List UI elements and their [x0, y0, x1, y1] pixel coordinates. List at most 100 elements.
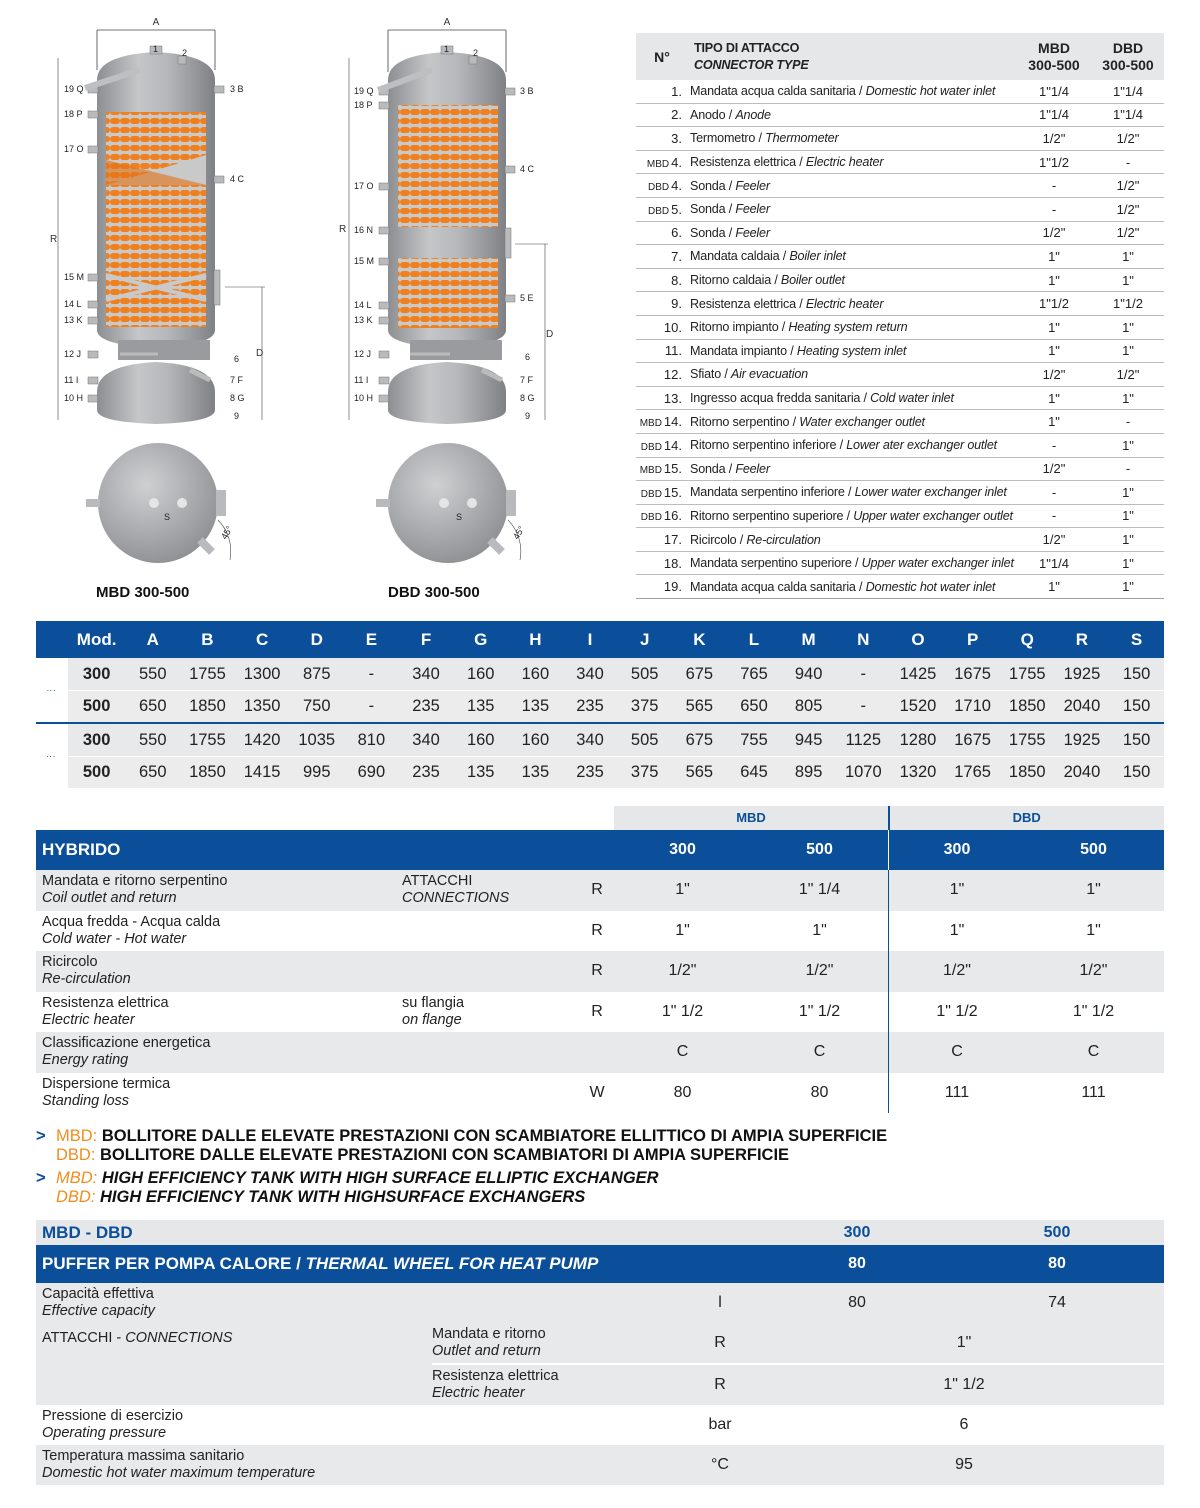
- dimensions-value: 1320: [899, 763, 937, 781]
- connector-index: 7.: [671, 248, 682, 264]
- connector-dbd-value: 1": [1122, 390, 1134, 406]
- dimensions-value: 1420: [243, 730, 281, 749]
- label-it: Dispersione termica: [42, 1075, 171, 1092]
- connector-dbd-value: 1": [1122, 555, 1134, 571]
- label-it: ATTACCHI -: [42, 1330, 126, 1346]
- connector-row: 8. Ritorno caldaia / Boiler outlet 1" 1": [636, 268, 1164, 293]
- label-en: CONNECTIONS: [125, 1330, 233, 1346]
- dimensions-value: 1850: [1008, 763, 1046, 781]
- connector-mbd-value: -: [1051, 178, 1057, 194]
- connector-mbd-value: 1": [1048, 248, 1060, 264]
- connector-description: Ingresso acqua fredda sanitaria / Cold w…: [686, 391, 1016, 405]
- dimensions-value: -: [368, 697, 375, 715]
- dimensions-col-header: D: [310, 629, 323, 649]
- dimensions-row: 300 550 1755 1300 875 - 340 160 160 340 505 675 765 9…: [36, 658, 1164, 690]
- note-text: HIGH EFFICIENCY TANK WITH HIGH SURFACE E…: [97, 1169, 659, 1187]
- dimensions-row: 300 550 1755 1420 1035 810 340 160 160 340 505 675 7…: [36, 724, 1164, 756]
- mbd-dim-s: S: [164, 512, 170, 522]
- connector-index: 9.: [671, 296, 682, 312]
- dimensions-row: 500 650 1850 1350 750 - 235 135 135 235 375 565 650 8…: [36, 690, 1164, 722]
- connector-desc-sep: /: [795, 155, 806, 170]
- note-en-dbd: DBD: HIGH EFFICIENCY TANK WITH HIGHSURFA…: [36, 1188, 659, 1207]
- hybrido-title: HYBRIDO: [42, 840, 121, 859]
- mbd-dim-d: D: [256, 348, 263, 359]
- connector-dbd-value: -: [1125, 414, 1131, 430]
- connector-desc-en: Electric heater: [805, 296, 884, 311]
- dimensions-model: 500: [82, 697, 111, 715]
- hybrido-value: C: [813, 1043, 826, 1061]
- connector-description: Mandata acqua calda sanitaria / Domestic…: [686, 84, 1016, 98]
- dimensions-value: 1765: [954, 763, 991, 781]
- connector-desc-en: Thermometer: [765, 131, 839, 146]
- connector-index: 4.: [671, 178, 682, 194]
- connector-desc-sep: /: [786, 343, 797, 358]
- connector-mbd-value: 1"1/2: [1039, 154, 1069, 170]
- dbd-label-right: 4 C: [520, 164, 535, 174]
- connector-mbd-value: 1"1/4: [1039, 83, 1069, 99]
- unit: R: [714, 1376, 726, 1393]
- notes-english: > MBD: HIGH EFFICIENCY TANK WITH HIGH SUR…: [36, 1169, 659, 1207]
- dbd-label-left: 17 O: [354, 181, 374, 191]
- hybrido-row: Resistenza elettrica Electric heater su fl…: [36, 991, 1164, 1032]
- connector-model-prefix: DBD: [648, 182, 670, 194]
- connector-number: 6.: [636, 225, 686, 240]
- col-mbd: MBD 300-500: [1016, 40, 1092, 74]
- dbd-dim-d: D: [546, 329, 553, 340]
- connector-model-prefix: DBD: [648, 205, 670, 217]
- connector-mbd-value: -: [1051, 484, 1057, 500]
- dimensions-value: 150: [1122, 730, 1151, 749]
- hybrido-unit: W: [589, 1083, 605, 1101]
- hybrido-col-dbd-500: 500: [1080, 841, 1107, 858]
- connector-number: 10.: [636, 320, 686, 335]
- hybrido-row: Dispersione termica Standing loss W 80 80 111…: [36, 1072, 1164, 1113]
- label-en: on flange: [402, 1011, 462, 1028]
- connector-desc-en: Boiler outlet: [780, 273, 845, 288]
- dimensions-value: 565: [685, 763, 714, 781]
- dbd-dim-s: S: [456, 512, 462, 522]
- mbd-dim-r: R: [50, 234, 57, 245]
- value: 1": [956, 1334, 972, 1351]
- dimensions-value: 1850: [189, 697, 226, 715]
- dimensions-header: Mod. A B C D E F G H I J K L M N O P Q R S: [36, 621, 1164, 658]
- dimensions-row-side: [36, 658, 68, 690]
- hybrido-row: Acqua fredda - Acqua calda Cold water - H…: [36, 910, 1164, 951]
- connector-desc-it: Sonda: [690, 461, 726, 476]
- hybrido-row-label: Ricircolo Re-circulation: [36, 954, 402, 988]
- connector-number: MBD 4.: [636, 155, 686, 170]
- dimensions-row-side: [36, 691, 68, 722]
- connector-desc-it: Mandata serpentino inferiore: [690, 485, 845, 500]
- note-key: MBD:: [56, 1127, 98, 1145]
- connector-desc-sep: /: [843, 508, 854, 523]
- connector-number: 17.: [636, 532, 686, 547]
- connector-row: 11. Mandata impianto / Heating system inl…: [636, 339, 1164, 364]
- connector-index: 13.: [663, 390, 682, 406]
- dimensions-value: 235: [412, 697, 440, 715]
- dbd-label-right: 8 G: [520, 393, 535, 403]
- connector-desc-sep: /: [844, 485, 855, 500]
- connector-desc-sep: /: [725, 202, 736, 217]
- connector-desc-en: Feeler: [735, 202, 770, 217]
- connector-desc-it: Anodo: [690, 107, 726, 122]
- label-en: Electric heater: [432, 1385, 525, 1401]
- hybrido-value: C: [1087, 1043, 1100, 1061]
- connector-row: DBD 15. Mandata serpentino inferiore / Low…: [636, 481, 1164, 505]
- connector-desc-sep: /: [725, 225, 736, 240]
- dimensions-value: 1280: [899, 730, 937, 749]
- sub-label: Resistenza elettrica Electric heater: [432, 1368, 676, 1402]
- puffer-title: PUFFER PER POMPA CALORE / THERMAL WHEEL …: [36, 1254, 764, 1274]
- dimensions-value: 1755: [189, 730, 226, 749]
- dimensions-value: -: [860, 664, 867, 683]
- note-key: MBD:: [56, 1169, 98, 1187]
- value: 95: [955, 1456, 973, 1473]
- dimensions-col-header: O: [911, 629, 925, 649]
- dimensions-model: 300: [82, 730, 111, 749]
- connector-desc-it: Sonda: [690, 178, 726, 193]
- col-type-en: CONNECTOR TYPE: [694, 57, 809, 72]
- connector-row: 10. Ritorno impianto / Heating system ret…: [636, 315, 1164, 340]
- dimensions-value: 940: [794, 664, 823, 683]
- connector-number: 12.: [636, 367, 686, 382]
- value: 6: [959, 1416, 969, 1433]
- dimensions-value: 1710: [954, 697, 991, 715]
- connector-description: Ritorno caldaia / Boiler outlet: [686, 273, 1016, 287]
- connector-index: 8.: [671, 272, 682, 288]
